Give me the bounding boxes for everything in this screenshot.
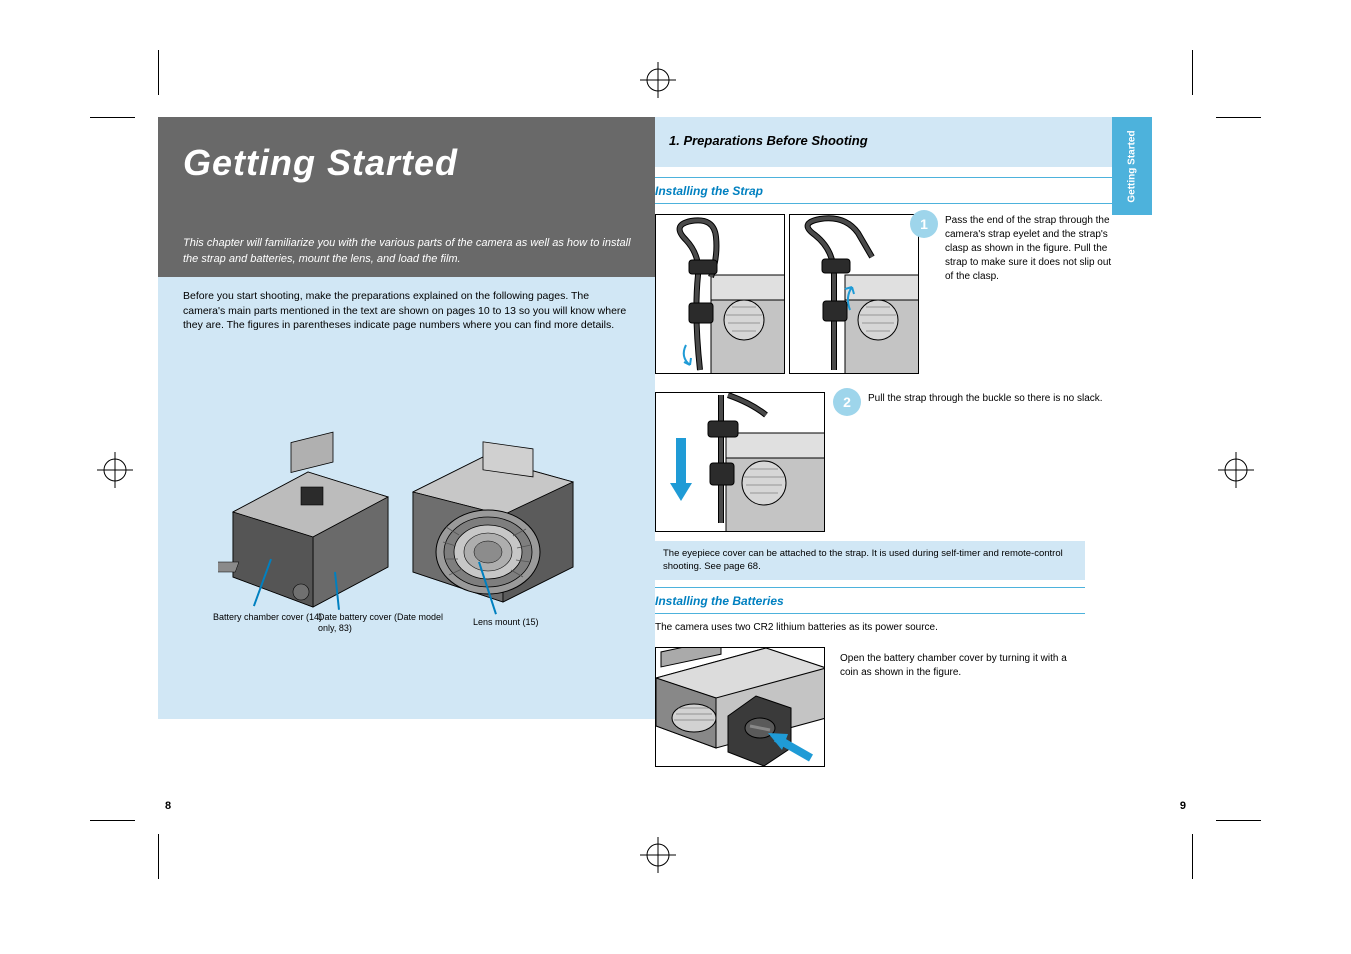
rule-1 [655, 177, 1115, 178]
rule-2 [655, 203, 1115, 204]
step-1-text: Pass the end of the strap through the ca… [945, 214, 1115, 284]
battery-diagram [655, 647, 825, 767]
pointer-label-battery-cover: Battery chamber cover (14) [213, 612, 323, 623]
registration-mark-bottom [638, 835, 678, 875]
step-2-badge: 2 [833, 388, 861, 416]
registration-mark-top [638, 60, 678, 100]
registration-mark-left [95, 450, 135, 490]
page-number-left: 8 [165, 800, 171, 812]
battery-step-text: Open the battery chamber cover by turnin… [840, 652, 1085, 680]
chapter-intro-panel: Before you start shooting, make the prep… [158, 277, 655, 719]
rule-4 [655, 613, 1085, 614]
camera-illustration [218, 407, 598, 617]
step-1-badge: 1 [910, 210, 938, 238]
section-title: 1. Preparations Before Shooting [669, 133, 868, 148]
side-tab-label: Getting Started [1127, 118, 1138, 216]
note-eyepiece: The eyepiece cover can be attached to th… [655, 541, 1085, 580]
strap-diagram-3 [655, 392, 825, 532]
camera-illustration-area: Battery chamber cover (14) Date battery … [158, 367, 655, 687]
page-number-right: 9 [1180, 800, 1186, 812]
battery-body-text: The camera uses two CR2 lithium batterie… [655, 621, 1085, 635]
chapter-header-panel: Getting Started This chapter will famili… [158, 117, 655, 277]
chapter-title: Getting Started [183, 142, 458, 184]
right-header-bar: 1. Preparations Before Shooting [655, 117, 1115, 167]
chapter-intro-text: Before you start shooting, make the prep… [183, 289, 630, 333]
right-page: 1. Preparations Before Shooting Getting … [655, 117, 1152, 817]
chapter-subtitle: This chapter will familiarize you with t… [183, 236, 633, 267]
rule-3 [655, 587, 1085, 588]
step-2-text: Pull the strap through the buckle so the… [868, 392, 1113, 406]
left-page: Getting Started This chapter will famili… [158, 117, 655, 719]
side-tab: Getting Started [1112, 117, 1152, 215]
strap-diagram-1 [655, 214, 785, 374]
strap-diagram-2 [789, 214, 919, 374]
pointer-label-lens-mount: Lens mount (15) [473, 617, 583, 628]
heading-batteries: Installing the Batteries [655, 594, 784, 608]
heading-strap: Installing the Strap [655, 184, 763, 198]
registration-mark-right [1216, 450, 1256, 490]
pointer-label-date-battery: Date battery cover (Date model only, 83) [318, 612, 448, 634]
